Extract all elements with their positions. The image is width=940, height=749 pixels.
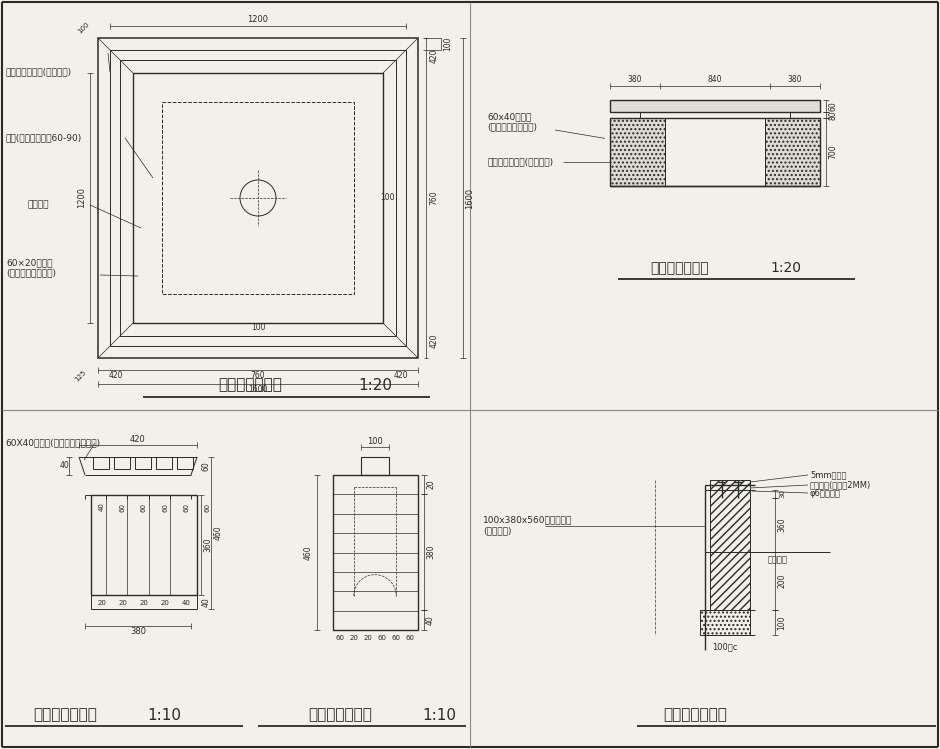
Text: 200: 200 — [777, 574, 787, 588]
Text: 100: 100 — [444, 37, 452, 51]
Text: 60: 60 — [183, 503, 189, 512]
Text: 20: 20 — [350, 635, 358, 641]
Text: 100: 100 — [251, 324, 265, 333]
Bar — [710, 480, 750, 610]
Text: 1:20: 1:20 — [358, 377, 392, 392]
Text: 灰色花岗岩石墩(面层烧毛): 灰色花岗岩石墩(面层烧毛) — [6, 67, 72, 76]
Bar — [135, 457, 151, 469]
Text: 20: 20 — [118, 600, 127, 606]
Text: 60: 60 — [378, 635, 386, 641]
Text: 360: 360 — [777, 518, 787, 532]
Bar — [110, 50, 406, 346]
Text: 380: 380 — [628, 76, 642, 85]
Text: 20: 20 — [139, 600, 149, 606]
Bar — [765, 118, 820, 186]
Text: 80: 80 — [828, 110, 838, 120]
Text: 树池(内填卵石粒径60-90): 树池(内填卵石粒径60-90) — [6, 133, 83, 142]
Text: 760: 760 — [430, 191, 438, 205]
Text: 760: 760 — [251, 372, 265, 380]
Text: 40: 40 — [201, 597, 211, 607]
Text: 60: 60 — [205, 503, 211, 512]
Text: 840: 840 — [708, 76, 722, 85]
Text: 60: 60 — [828, 101, 838, 111]
Text: 砌装地坪: 砌装地坪 — [768, 555, 788, 564]
Text: 460: 460 — [304, 545, 313, 560]
Text: 1600: 1600 — [465, 187, 475, 208]
Text: 树池座凳平面图: 树池座凳平面图 — [218, 377, 282, 392]
Text: 100: 100 — [777, 615, 787, 630]
Text: 60: 60 — [141, 503, 147, 512]
Bar — [156, 457, 172, 469]
Text: 40: 40 — [60, 461, 70, 470]
Bar — [162, 102, 354, 294]
Text: 30: 30 — [779, 490, 785, 499]
Text: 1600: 1600 — [248, 386, 268, 395]
Text: 60×20板木条
(涂涂两遍留木本色): 60×20板木条 (涂涂两遍留木本色) — [6, 258, 56, 278]
Text: 20: 20 — [364, 635, 372, 641]
Text: 420: 420 — [393, 372, 408, 380]
Text: 380: 380 — [130, 628, 146, 637]
Text: 40: 40 — [182, 600, 191, 606]
Text: 20: 20 — [161, 600, 169, 606]
Text: 60: 60 — [392, 635, 400, 641]
Text: 1:10: 1:10 — [422, 708, 456, 723]
Bar — [133, 73, 383, 323]
Text: 灰色花岗岩石墩(面层烧毛): 灰色花岗岩石墩(面层烧毛) — [487, 158, 553, 167]
Text: 树池座凳剖面图: 树池座凳剖面图 — [33, 708, 97, 723]
Text: 420: 420 — [430, 48, 438, 63]
Text: 5mm厚角钢: 5mm厚角钢 — [810, 470, 847, 479]
Bar — [91, 495, 197, 595]
Text: 1200: 1200 — [77, 187, 86, 208]
Bar — [610, 118, 665, 186]
Text: 60: 60 — [406, 635, 415, 641]
Text: 60x40板木条
(涂涂两遍留木本色): 60x40板木条 (涂涂两遍留木本色) — [487, 112, 537, 132]
Text: 1:20: 1:20 — [770, 261, 801, 275]
Text: 树池座凳大样图: 树池座凳大样图 — [308, 708, 372, 723]
Text: 100x380x560红色花岗岩
(面层烧毛): 100x380x560红色花岗岩 (面层烧毛) — [483, 516, 572, 536]
Bar — [98, 38, 418, 358]
Text: 20: 20 — [97, 600, 106, 606]
Text: 100: 100 — [380, 193, 394, 202]
Text: 20: 20 — [426, 479, 435, 489]
Bar — [361, 457, 389, 475]
Bar — [700, 610, 750, 635]
Text: 60: 60 — [163, 503, 168, 512]
Text: 60: 60 — [201, 461, 211, 471]
Bar — [333, 475, 417, 630]
Text: 1200: 1200 — [247, 16, 269, 25]
Text: 60: 60 — [119, 503, 126, 512]
Text: 40: 40 — [99, 503, 104, 512]
Text: 380: 380 — [426, 545, 435, 559]
Bar — [177, 457, 193, 469]
Text: 60X40板木条(涂漆两遍留木本色): 60X40板木条(涂漆两遍留木本色) — [5, 438, 101, 447]
Text: 树池座凳立面图: 树池座凳立面图 — [650, 261, 710, 275]
Text: 100: 100 — [368, 437, 383, 446]
Text: 420: 420 — [130, 435, 146, 444]
Bar — [610, 118, 820, 186]
Text: 树池座凳剖面图: 树池座凳剖面图 — [663, 708, 727, 723]
Text: 100厚c: 100厚c — [713, 643, 738, 652]
Text: φ6螺栓锁紧: φ6螺栓锁紧 — [810, 488, 841, 497]
Bar — [91, 595, 197, 609]
Bar — [114, 457, 130, 469]
Bar — [640, 112, 790, 118]
Text: 60: 60 — [335, 635, 344, 641]
Bar — [610, 100, 820, 112]
Text: 460: 460 — [213, 526, 223, 540]
Text: 700: 700 — [828, 145, 838, 160]
Bar — [665, 118, 765, 186]
Text: 1:10: 1:10 — [147, 708, 181, 723]
Text: 360: 360 — [203, 538, 212, 552]
Text: 420: 420 — [108, 372, 123, 380]
Text: 沉头螺栓(凹入木2MM): 沉头螺栓(凹入木2MM) — [810, 481, 871, 490]
Text: 380: 380 — [788, 76, 803, 85]
Bar — [93, 457, 109, 469]
Text: 树池缝隙: 树池缝隙 — [28, 201, 50, 210]
Text: 420: 420 — [430, 333, 438, 348]
Text: 100: 100 — [77, 21, 91, 35]
Text: 125: 125 — [73, 369, 86, 383]
Text: 40: 40 — [426, 615, 435, 625]
Bar — [120, 60, 396, 336]
